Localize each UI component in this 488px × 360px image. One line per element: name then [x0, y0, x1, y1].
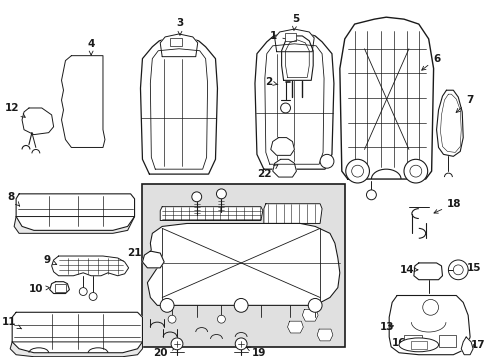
Polygon shape [160, 34, 197, 57]
Polygon shape [16, 194, 134, 230]
Polygon shape [50, 282, 69, 293]
Circle shape [409, 165, 421, 177]
Text: 13: 13 [379, 322, 394, 332]
Circle shape [403, 159, 427, 183]
Text: 5: 5 [291, 14, 299, 30]
Polygon shape [413, 263, 442, 280]
Polygon shape [436, 90, 462, 156]
Circle shape [366, 190, 376, 200]
Polygon shape [12, 312, 142, 353]
Circle shape [234, 298, 247, 312]
Polygon shape [287, 321, 303, 333]
Circle shape [320, 154, 333, 168]
Text: 21: 21 [127, 248, 147, 260]
Circle shape [447, 260, 467, 280]
Text: 6: 6 [421, 54, 439, 70]
Polygon shape [52, 256, 128, 276]
Text: 3: 3 [176, 18, 183, 35]
Circle shape [171, 338, 183, 350]
Circle shape [280, 103, 290, 113]
Polygon shape [274, 29, 313, 52]
Bar [55, 284, 66, 292]
Circle shape [89, 293, 97, 301]
Polygon shape [388, 296, 469, 355]
Text: 11: 11 [2, 317, 21, 329]
Polygon shape [460, 337, 472, 355]
Polygon shape [140, 37, 217, 174]
Text: 15: 15 [460, 263, 480, 273]
Text: 19: 19 [246, 347, 265, 358]
Circle shape [79, 288, 87, 296]
Circle shape [191, 192, 201, 202]
Circle shape [307, 298, 322, 312]
Polygon shape [270, 138, 294, 156]
Text: 8: 8 [7, 192, 20, 206]
Text: 14: 14 [399, 265, 417, 275]
Text: 10: 10 [29, 284, 50, 294]
Bar [142, 184, 344, 347]
Polygon shape [14, 217, 134, 233]
Text: 4: 4 [87, 39, 95, 55]
Text: 17: 17 [470, 340, 484, 350]
Polygon shape [22, 108, 54, 135]
Circle shape [160, 298, 174, 312]
Polygon shape [281, 36, 312, 80]
Text: 22: 22 [257, 165, 277, 179]
Circle shape [422, 300, 438, 315]
Text: 1: 1 [269, 31, 289, 41]
Circle shape [452, 265, 462, 275]
Text: 12: 12 [5, 103, 25, 117]
Polygon shape [61, 56, 105, 148]
Polygon shape [10, 342, 142, 357]
Bar [410, 341, 426, 349]
Text: 16: 16 [391, 338, 412, 348]
Circle shape [235, 338, 246, 350]
Text: 7: 7 [455, 95, 473, 112]
Circle shape [351, 165, 363, 177]
Bar [284, 33, 296, 41]
Text: 20: 20 [153, 347, 175, 358]
Bar [438, 335, 455, 347]
Text: 2: 2 [264, 77, 277, 87]
Polygon shape [272, 159, 296, 177]
Circle shape [217, 315, 225, 323]
Bar [170, 38, 182, 46]
Circle shape [168, 315, 176, 323]
Polygon shape [142, 251, 164, 268]
Polygon shape [339, 17, 433, 179]
Text: 9: 9 [43, 255, 57, 265]
Polygon shape [147, 224, 339, 305]
Polygon shape [317, 329, 332, 341]
Polygon shape [254, 31, 333, 169]
Ellipse shape [398, 338, 438, 352]
Polygon shape [160, 207, 263, 220]
Circle shape [345, 159, 369, 183]
Polygon shape [302, 309, 318, 321]
Circle shape [216, 189, 226, 199]
Bar [403, 335, 421, 347]
Polygon shape [264, 204, 322, 224]
Text: 18: 18 [433, 199, 461, 213]
